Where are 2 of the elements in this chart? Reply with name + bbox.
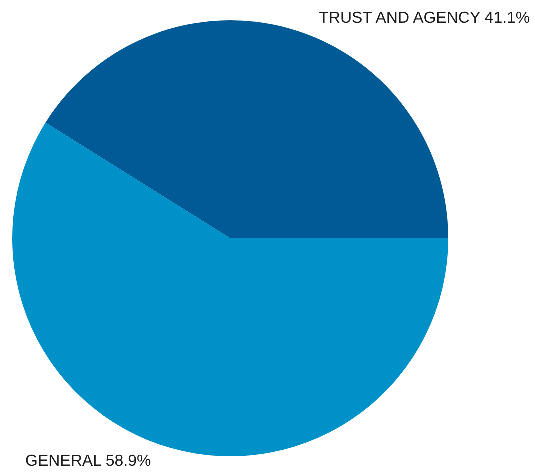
slice-label: GENERAL 58.9% [26,453,152,470]
slice-label: TRUST AND AGENCY 41.1% [319,10,530,27]
